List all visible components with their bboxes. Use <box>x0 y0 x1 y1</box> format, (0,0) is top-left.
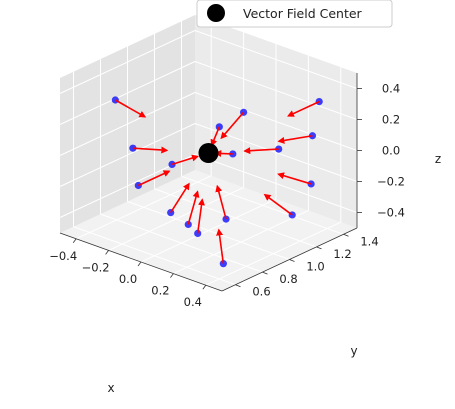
legend-frame <box>196 0 393 28</box>
field-arrow <box>187 190 200 225</box>
grid-line <box>194 92 358 151</box>
sample-point <box>168 160 176 168</box>
field-arrow <box>263 193 293 216</box>
field-arrow <box>171 154 199 166</box>
x-axis-label: x <box>107 381 114 395</box>
tick-label: 0.2 <box>382 113 400 127</box>
center-marker <box>198 143 219 163</box>
tick-label: 0.4 <box>382 82 400 96</box>
tick-label: −0.4 <box>49 249 77 263</box>
grid-line <box>194 30 358 89</box>
field-arrow <box>215 184 227 220</box>
sample-point <box>194 229 202 237</box>
field-arrow <box>220 111 245 140</box>
field-arrow <box>243 147 279 155</box>
tick-label: −0.2 <box>377 175 405 189</box>
grid-line <box>194 154 358 213</box>
y-axis-label: y <box>350 344 357 358</box>
tick-mark <box>235 284 241 288</box>
tick-label: 1.2 <box>333 247 351 261</box>
vector-field-center <box>198 143 219 163</box>
grid-line <box>194 61 358 120</box>
field-arrow <box>216 228 225 264</box>
tick-mark <box>170 273 174 278</box>
tick-mark <box>137 261 142 267</box>
grid-line <box>154 188 317 248</box>
grid-line <box>59 61 196 125</box>
tick-label: 1.0 <box>306 260 324 274</box>
legend-label: Vector Field Center <box>243 6 363 21</box>
legend: Vector Field Center <box>196 0 393 28</box>
tick-mark <box>343 233 349 237</box>
field-arrow <box>277 134 313 144</box>
field-arrow <box>170 182 190 214</box>
field-arrow <box>277 172 312 185</box>
tick-label: 0.2 <box>151 284 169 298</box>
field-arrow <box>132 146 169 154</box>
tick-mark <box>202 284 207 290</box>
tick-label: 0.0 <box>119 272 137 286</box>
grid-line <box>59 92 196 156</box>
grid-line <box>181 175 344 235</box>
field-arrow <box>114 99 147 118</box>
tick-mark <box>262 271 268 275</box>
field-arrow <box>196 198 205 234</box>
grid-line <box>100 213 263 273</box>
field-arrow <box>287 100 320 117</box>
field-arrow <box>210 126 221 147</box>
grid-line <box>73 226 236 286</box>
tick-label: −0.4 <box>377 206 405 220</box>
z-axis-label: z <box>435 152 441 166</box>
field-arrows <box>114 99 320 264</box>
tick-mark <box>316 246 322 250</box>
tick-mark <box>72 238 77 244</box>
field-arrow <box>214 150 233 157</box>
grid-line <box>59 30 196 94</box>
sample-point <box>129 144 137 152</box>
tick-label: 0.8 <box>279 272 297 286</box>
tick-label: 0.0 <box>382 144 400 158</box>
axes-ticks: −0.4 −0.2 0.0 0.2 0.4 0.6 0.8 1.0 1.2 1.4 −0.4 −0.2… <box>49 82 405 310</box>
legend-marker <box>207 4 225 22</box>
sample-point <box>134 181 142 190</box>
grid-line <box>59 123 196 187</box>
field-arrow <box>137 170 171 187</box>
tick-label: 1.4 <box>360 234 378 248</box>
tick-mark <box>105 250 109 255</box>
tick-label: 0.6 <box>252 285 270 299</box>
tick-mark <box>289 259 295 262</box>
grid-line <box>127 201 290 260</box>
tick-label: 0.4 <box>184 295 202 309</box>
tick-label: −0.2 <box>82 260 110 274</box>
